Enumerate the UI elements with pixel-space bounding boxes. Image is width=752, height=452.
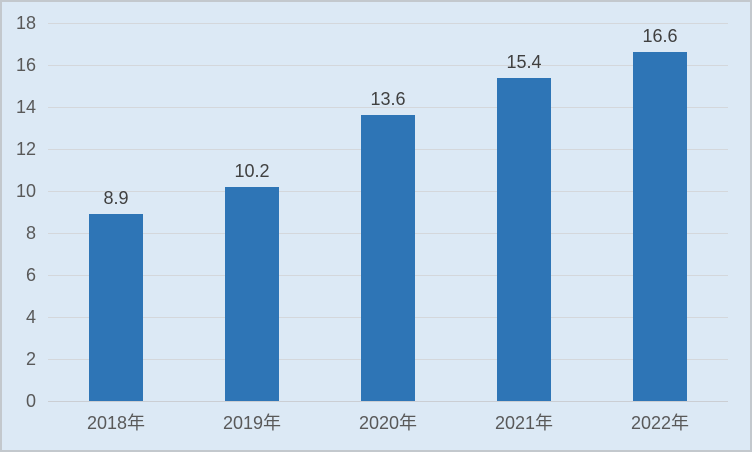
x-tick-label: 2022年 <box>630 413 690 433</box>
gridline <box>48 107 728 108</box>
gridline <box>48 23 728 24</box>
bar-2018年 <box>89 214 143 401</box>
bar-2019年 <box>225 187 279 401</box>
y-tick-label: 14 <box>15 97 36 117</box>
y-tick-label: 8 <box>25 223 36 243</box>
bar-2020年 <box>361 115 415 401</box>
bar-2021年 <box>497 78 551 401</box>
x-axis-line <box>48 401 728 402</box>
plot-area <box>48 23 728 402</box>
data-label: 16.6 <box>642 26 678 46</box>
y-tick-label: 10 <box>15 181 36 201</box>
y-tick-label: 4 <box>25 307 36 327</box>
y-tick-label: 18 <box>15 13 36 33</box>
x-tick-label: 2018年 <box>86 413 146 433</box>
x-tick-label: 2021年 <box>494 413 554 433</box>
gridline <box>48 65 728 66</box>
data-label: 8.9 <box>103 188 129 208</box>
bar-2022年 <box>633 52 687 401</box>
y-tick-label: 0 <box>25 391 36 411</box>
data-label: 10.2 <box>234 161 270 181</box>
x-tick-label: 2020年 <box>358 413 418 433</box>
y-tick-label: 16 <box>15 55 36 75</box>
data-label: 15.4 <box>506 52 542 72</box>
data-label: 13.6 <box>370 89 406 109</box>
y-tick-label: 6 <box>25 265 36 285</box>
y-tick-label: 2 <box>25 349 36 369</box>
x-tick-label: 2019年 <box>222 413 282 433</box>
y-tick-label: 12 <box>15 139 36 159</box>
